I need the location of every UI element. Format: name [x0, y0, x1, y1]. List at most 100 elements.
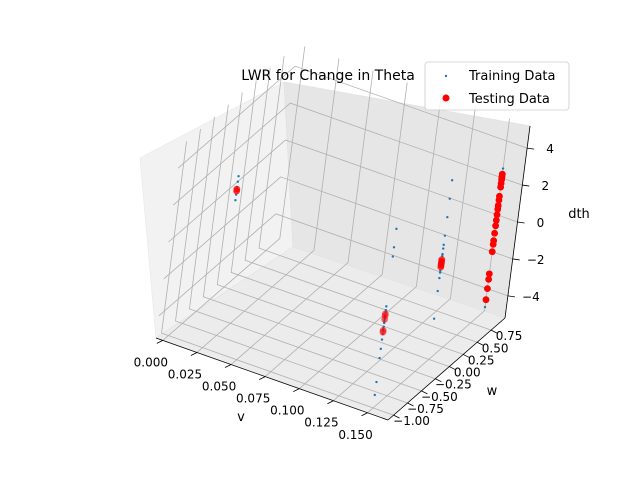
y-tick-label: 0.00 [454, 366, 481, 380]
x-tick-label: 0.125 [304, 416, 338, 430]
legend-training-marker [444, 74, 448, 78]
y-gridline [230, 80, 464, 355]
y-tick-mark [407, 402, 414, 407]
x-axis-label: v [237, 410, 245, 425]
testing-point [484, 285, 491, 293]
y-tick-label: −0.25 [435, 378, 472, 392]
x-tick-label: 0.150 [338, 428, 372, 442]
z-gridline [158, 213, 509, 317]
y-tick-label: −0.75 [407, 402, 444, 416]
x-tick-mark [258, 376, 266, 380]
training-point [373, 393, 376, 397]
training-point [441, 252, 444, 256]
testing-point [438, 256, 446, 264]
z-axis-label: dth [568, 207, 590, 222]
y-gridline [244, 68, 478, 343]
y-gridline [258, 56, 492, 331]
y-gridline [161, 141, 394, 416]
training-point [379, 347, 382, 351]
training-point [234, 199, 237, 202]
y-tick-label: −0.50 [421, 390, 458, 404]
tick-labels: 0.0000.0250.0500.0750.1000.1250.150−1.00… [134, 142, 554, 442]
training-point [442, 243, 445, 247]
z-gridline [177, 65, 528, 169]
testing-data-points [233, 170, 506, 336]
z-gridline [163, 176, 513, 280]
testing-point [492, 216, 500, 224]
testing-point [497, 183, 505, 191]
x-tick-mark [156, 340, 164, 344]
testing-point [495, 196, 503, 204]
testing-point [379, 328, 387, 336]
y-tick-label: 0.25 [468, 353, 495, 367]
legend-box [424, 61, 570, 111]
training-point [378, 356, 381, 360]
testing-point [485, 270, 493, 278]
training-point [436, 289, 439, 293]
x-tick-mark [327, 400, 334, 405]
y-tick-label: 0.75 [496, 329, 523, 343]
legend-testing-marker [442, 94, 450, 102]
z-tick-label: −2 [527, 253, 545, 267]
testing-point [381, 310, 389, 318]
z-tick-mark [512, 258, 520, 261]
z-tick-mark [517, 221, 525, 224]
y-axis-label: w [487, 384, 498, 399]
testing-point [381, 315, 389, 323]
testing-point [437, 263, 445, 271]
training-point [501, 167, 505, 170]
x-tick-label: 0.050 [202, 380, 236, 394]
x-gridline [196, 58, 340, 353]
training-point [380, 338, 384, 341]
grid-lines [158, 46, 528, 416]
testing-point [491, 229, 499, 237]
y-gridline [202, 104, 436, 380]
training-point [375, 380, 378, 384]
x-tick-label: 0.025 [168, 367, 202, 381]
y-tick-mark [449, 366, 456, 370]
testing-point [482, 296, 490, 304]
training-point [236, 180, 240, 183]
testing-point [489, 240, 497, 248]
training-point [438, 276, 441, 280]
chart-title: LWR for Change in Theta [241, 68, 415, 84]
y-gridline [188, 116, 422, 392]
z-tick-mark [527, 147, 535, 150]
axes-panes [139, 81, 531, 421]
y-tick-mark [393, 414, 400, 419]
y-tick-mark [476, 341, 484, 346]
z-gridline [173, 102, 523, 206]
training-point [438, 271, 442, 274]
z-tick-label: 4 [546, 142, 554, 156]
training-point [448, 197, 451, 200]
training-point [237, 175, 240, 178]
training-point [391, 255, 395, 258]
testing-point [485, 275, 493, 283]
x-tick-mark [190, 352, 198, 356]
x-gridline [333, 106, 476, 402]
y-tick-mark [435, 378, 442, 383]
x-axis-line [155, 337, 389, 421]
training-point [392, 246, 396, 249]
legend: Training Data Testing Data [424, 61, 570, 111]
y-gridline [175, 128, 408, 404]
y-tick-mark [490, 329, 498, 334]
y-tick-label: −1.00 [393, 414, 430, 428]
training-point [442, 247, 445, 250]
z-tick-label: 2 [541, 179, 549, 193]
training-point [446, 215, 449, 219]
x-tick-mark [361, 412, 368, 417]
z-tick-label: 0 [537, 216, 545, 230]
training-point [432, 317, 436, 320]
tick-marks [156, 147, 535, 419]
training-point [395, 227, 398, 231]
x-tick-label: 0.100 [270, 404, 304, 418]
y-gridline [216, 92, 450, 367]
x-tick-mark [224, 364, 232, 368]
testing-point [494, 205, 502, 213]
testing-point [488, 248, 496, 256]
x-gridline [264, 82, 408, 377]
z-tick-label: −4 [522, 290, 540, 304]
training-point [385, 305, 388, 308]
